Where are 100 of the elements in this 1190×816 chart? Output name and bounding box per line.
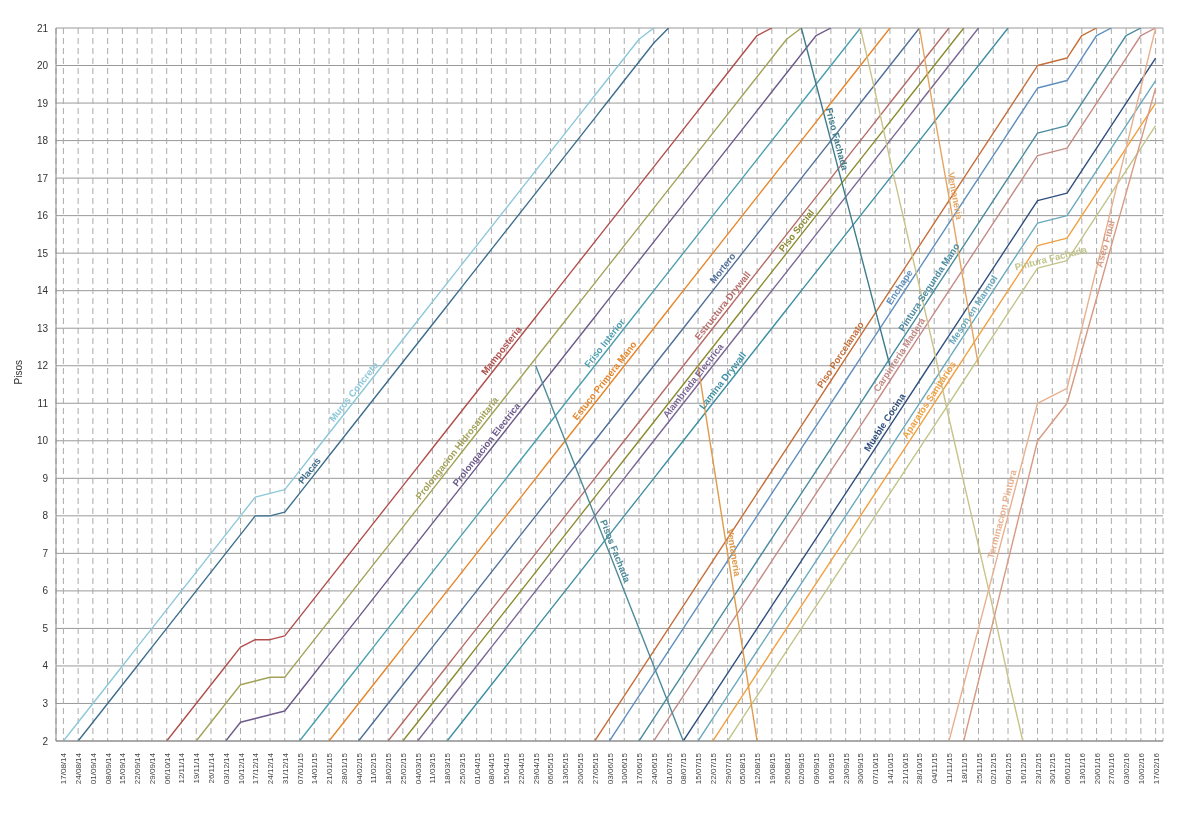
y-tick-label: 11: [37, 397, 49, 409]
x-tick-label: 17/02/16: [1151, 752, 1161, 785]
x-tick-label: 15/04/15: [502, 752, 512, 785]
x-tick-label: 12/11/14: [177, 752, 187, 784]
y-tick-label: 12: [36, 360, 49, 372]
x-tick-label: 10/02/16: [1136, 752, 1146, 785]
text: Ventaneria: [724, 527, 744, 578]
text: Ventaneria: [945, 171, 966, 222]
text: Pintura Fachada: [1013, 243, 1089, 273]
x-tick-label: 13/01/16: [1077, 752, 1087, 785]
x-tick-label: 28/01/15: [339, 752, 349, 785]
x-tick-label: 25/11/15: [974, 752, 984, 784]
y-tick-label: 14: [36, 285, 49, 297]
x-tick-label: 26/08/15: [782, 752, 792, 785]
x-tick-label: 18/11/15: [959, 752, 969, 784]
x-tick-label: 29/07/15: [723, 752, 733, 785]
x-tick-label: 25/03/15: [457, 752, 467, 785]
x-tick-label: 08/04/15: [487, 752, 497, 785]
y-tick-label: 20: [36, 60, 49, 72]
x-tick-label: 01/07/15: [664, 752, 674, 785]
x-tick-label: 03/06/15: [605, 752, 615, 785]
x-tick-label: 11/11/15: [944, 752, 954, 783]
x-tick-label: 08/09/14: [103, 752, 113, 785]
x-tick-label: 21/01/15: [325, 752, 335, 785]
x-tick-label: 23/09/15: [841, 752, 851, 785]
x-tick-label: 29/09/14: [147, 752, 157, 785]
x-tick-label: 17/08/14: [59, 752, 69, 785]
y-tick-label: 18: [36, 135, 49, 147]
x-tick-label: 27/05/15: [590, 752, 600, 785]
x-tick-label: 24/06/15: [649, 752, 659, 785]
x-tick-label: 10/06/15: [620, 752, 630, 785]
x-tick-label: 04/02/15: [354, 752, 364, 785]
y-tick-label: 5: [42, 622, 49, 634]
y-tick-label: 17: [36, 172, 49, 184]
x-tick-label: 04/03/15: [413, 752, 423, 785]
x-tick-label: 16/09/15: [826, 752, 836, 785]
x-tick-label: 24/12/14: [266, 752, 276, 785]
x-tick-label: 06/05/15: [546, 752, 556, 785]
x-tick-label: 12/08/15: [753, 752, 763, 785]
x-tick-label: 07/01/15: [295, 752, 305, 785]
x-tick-label: 19/11/14: [192, 752, 202, 784]
text: Friso Fachada: [823, 106, 851, 173]
x-tick-label: 16/12/15: [1018, 752, 1028, 785]
x-tick-label: 15/07/15: [694, 752, 704, 785]
x-tick-label: 09/12/15: [1004, 752, 1014, 785]
x-tick-label: 27/01/16: [1107, 752, 1117, 785]
y-tick-label: 6: [42, 585, 49, 597]
x-tick-label: 15/09/14: [118, 752, 128, 785]
y-tick-label: 13: [36, 322, 49, 334]
x-tick-label: 10/12/14: [236, 752, 246, 785]
y-tick-label: 4: [42, 660, 49, 672]
x-tick-label: 22/09/14: [133, 752, 143, 785]
x-tick-label: 06/10/14: [162, 752, 172, 785]
x-tick-label: 23/12/15: [1033, 752, 1043, 785]
x-tick-label: 29/04/15: [531, 752, 541, 785]
x-tick-label: 07/10/15: [871, 752, 881, 785]
x-tick-label: 14/10/15: [885, 752, 895, 785]
x-tick-label: 18/03/15: [443, 752, 453, 785]
y-tick-label: 16: [36, 210, 49, 222]
text: Aseo Final: [1093, 219, 1117, 269]
x-tick-label: 18/02/15: [384, 752, 394, 785]
x-tick-label: 20/01/16: [1092, 752, 1102, 785]
y-tick-label: 9: [42, 472, 49, 484]
x-tick-label: 13/05/15: [561, 752, 571, 785]
x-tick-label: 31/12/14: [280, 752, 290, 785]
y-tick-label: 10: [36, 435, 49, 447]
x-tick-label: 06/01/16: [1063, 752, 1073, 785]
x-tick-label: 30/12/15: [1048, 752, 1058, 785]
x-tick-label: 01/09/14: [88, 752, 98, 785]
x-tick-label: 14/01/15: [310, 752, 320, 785]
x-tick-label: 25/02/15: [398, 752, 408, 785]
y-tick-label: 21: [36, 22, 49, 34]
x-tick-label: 05/08/15: [738, 752, 748, 785]
x-tick-label: 22/07/15: [708, 752, 718, 785]
x-tick-label: 19/08/15: [767, 752, 777, 785]
x-tick-label: 17/12/14: [251, 752, 261, 785]
x-tick-label: 11/03/15: [428, 752, 438, 784]
x-tick-label: 22/04/15: [516, 752, 526, 785]
x-tick-label: 09/09/15: [812, 752, 822, 785]
x-tick-label: 04/11/15: [930, 752, 940, 784]
x-tick-label: 30/09/15: [856, 752, 866, 785]
y-axis-title: Pisos: [12, 360, 24, 385]
x-tick-label: 02/12/15: [989, 752, 999, 785]
x-tick-label: 03/02/16: [1122, 752, 1132, 785]
x-tick-label: 01/04/15: [472, 752, 482, 785]
y-tick-label: 8: [42, 510, 49, 522]
x-tick-label: 20/05/15: [575, 752, 585, 785]
x-tick-label: 28/10/15: [915, 752, 925, 785]
x-tick-label: 11/02/15: [369, 752, 379, 784]
y-tick-label: 2: [42, 735, 49, 747]
x-tick-label: 24/08/14: [74, 752, 84, 785]
x-tick-label: 08/07/15: [679, 752, 689, 785]
y-tick-label: 3: [42, 698, 49, 710]
y-tick-label: 15: [36, 247, 49, 259]
x-tick-label: 03/12/14: [221, 752, 231, 785]
y-tick-label: 19: [36, 97, 49, 109]
x-tick-label: 21/10/15: [900, 752, 910, 785]
x-tick-label: 02/09/15: [797, 752, 807, 785]
x-tick-label: 26/11/14: [206, 752, 216, 784]
x-tick-label: 17/06/15: [635, 752, 645, 785]
